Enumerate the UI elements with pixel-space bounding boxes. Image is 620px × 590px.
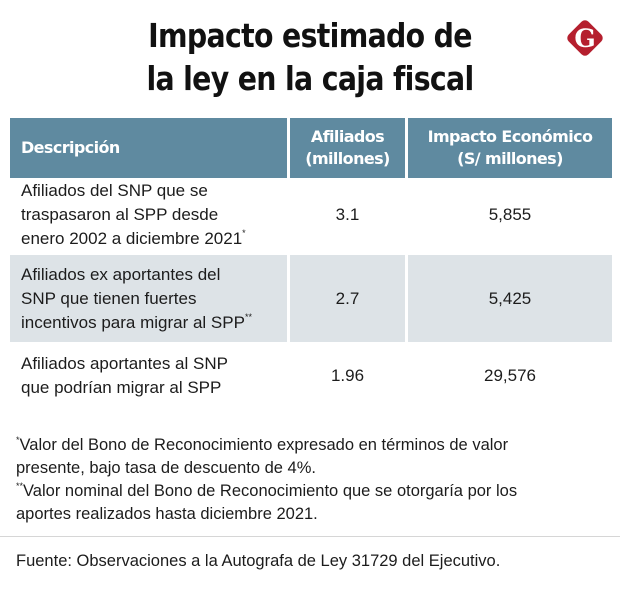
description-text: enero 2002 a diciembre 2021 xyxy=(21,229,243,248)
divider xyxy=(0,536,620,537)
row-description: Afiliados ex aportantes del SNP que tien… xyxy=(10,252,287,342)
title-line-2: la ley en la caja fiscal xyxy=(146,59,474,98)
header-affiliates-line-1: Afiliados xyxy=(310,127,385,146)
row-description: Afiliados del SNP que se traspasaron al … xyxy=(10,178,287,252)
footnote-marker: * xyxy=(16,435,20,445)
row-affiliates: 2.7 xyxy=(287,252,405,342)
description-line: incentivos para migrar al SPP** xyxy=(21,311,287,335)
row-impact: 29,576 xyxy=(405,342,612,410)
footnote-text: Valor del Bono de Reconocimiento expresa… xyxy=(19,436,509,454)
source-text: Fuente: Observaciones a la Autografa de … xyxy=(16,552,501,570)
description-line: enero 2002 a diciembre 2021* xyxy=(21,227,287,251)
description-line: traspasaron al SPP desde xyxy=(21,205,219,224)
description-line: Afiliados del SNP que se xyxy=(21,181,208,200)
description-line: SNP que tienen fuertes xyxy=(21,288,197,308)
row-affiliates: 3.1 xyxy=(287,178,405,252)
footnote-continued: aportes realizados hasta diciembre 2021. xyxy=(16,505,318,523)
table-row: Afiliados del SNP que se traspasaron al … xyxy=(10,178,612,252)
row-affiliates: 1.96 xyxy=(287,342,405,410)
table-row: Afiliados aportantes al SNP que podrían … xyxy=(10,342,612,410)
title-line-1: Impacto estimado de xyxy=(148,16,472,55)
row-description: Afiliados aportantes al SNP que podrían … xyxy=(10,342,287,410)
footnote: *Valor del Bono de Reconocimiento expres… xyxy=(16,434,612,457)
header-affiliates: Afiliados (millones) xyxy=(287,118,405,178)
impact-table: Descripción Afiliados (millones) Impacto… xyxy=(10,118,612,410)
description-text: incentivos para migrar al SPP xyxy=(21,312,245,332)
header-impact: Impacto Económico (S/ millones) xyxy=(405,118,612,178)
footnote-text: Valor nominal del Bono de Reconocimiento… xyxy=(23,482,518,500)
footnotes: *Valor del Bono de Reconocimiento expres… xyxy=(16,434,612,526)
description-line: que podrían migrar al SPP xyxy=(21,378,222,397)
header-impact-line-1: Impacto Económico xyxy=(427,127,593,146)
page-title: Impacto estimado de la ley en la caja fi… xyxy=(43,14,576,100)
footnote-continued: presente, bajo tasa de descuento de 4%. xyxy=(16,459,316,477)
description-line: Afiliados aportantes al SNP xyxy=(21,354,228,373)
table-header-row: Descripción Afiliados (millones) Impacto… xyxy=(10,118,612,178)
header-description: Descripción xyxy=(10,118,287,178)
footnote-marker: ** xyxy=(16,481,24,491)
footnote-marker: * xyxy=(242,228,246,238)
footnote: **Valor nominal del Bono de Reconocimien… xyxy=(16,480,612,503)
header-affiliates-line-2: (millones) xyxy=(305,149,390,168)
svg-text:G: G xyxy=(574,24,595,53)
table-row: Afiliados ex aportantes del SNP que tien… xyxy=(10,252,612,342)
row-impact: 5,855 xyxy=(405,178,612,252)
description-line: Afiliados ex aportantes del xyxy=(21,264,221,284)
header-impact-line-2: (S/ millones) xyxy=(457,149,563,168)
footnote-marker: ** xyxy=(244,311,252,322)
row-impact: 5,425 xyxy=(405,252,612,342)
gestion-logo-icon: G xyxy=(567,20,603,56)
